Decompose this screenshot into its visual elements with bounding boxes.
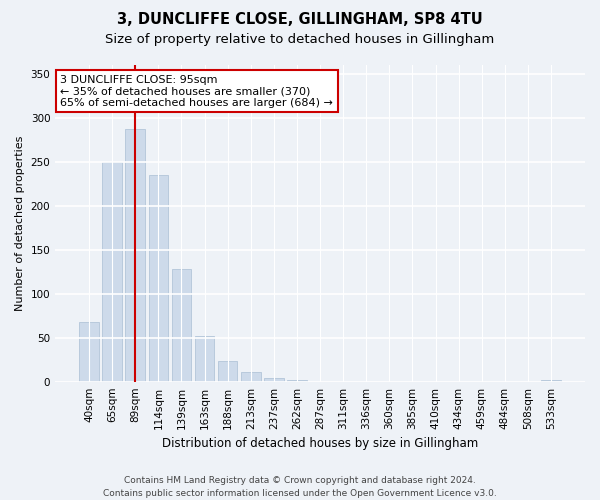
Bar [172,269,191,382]
Bar [195,336,214,382]
Bar [149,175,168,382]
Bar [218,362,238,382]
Text: Contains HM Land Registry data © Crown copyright and database right 2024.
Contai: Contains HM Land Registry data © Crown c… [103,476,497,498]
Y-axis label: Number of detached properties: Number of detached properties [15,136,25,311]
Text: Size of property relative to detached houses in Gillingham: Size of property relative to detached ho… [106,32,494,46]
Text: 3 DUNCLIFFE CLOSE: 95sqm
← 35% of detached houses are smaller (370)
65% of semi-: 3 DUNCLIFFE CLOSE: 95sqm ← 35% of detach… [61,74,334,108]
Bar [125,129,145,382]
Text: 3, DUNCLIFFE CLOSE, GILLINGHAM, SP8 4TU: 3, DUNCLIFFE CLOSE, GILLINGHAM, SP8 4TU [117,12,483,28]
X-axis label: Distribution of detached houses by size in Gillingham: Distribution of detached houses by size … [162,437,478,450]
Bar [264,378,284,382]
Bar [79,322,99,382]
Bar [287,380,307,382]
Bar [241,372,260,382]
Bar [103,162,122,382]
Bar [541,380,561,382]
